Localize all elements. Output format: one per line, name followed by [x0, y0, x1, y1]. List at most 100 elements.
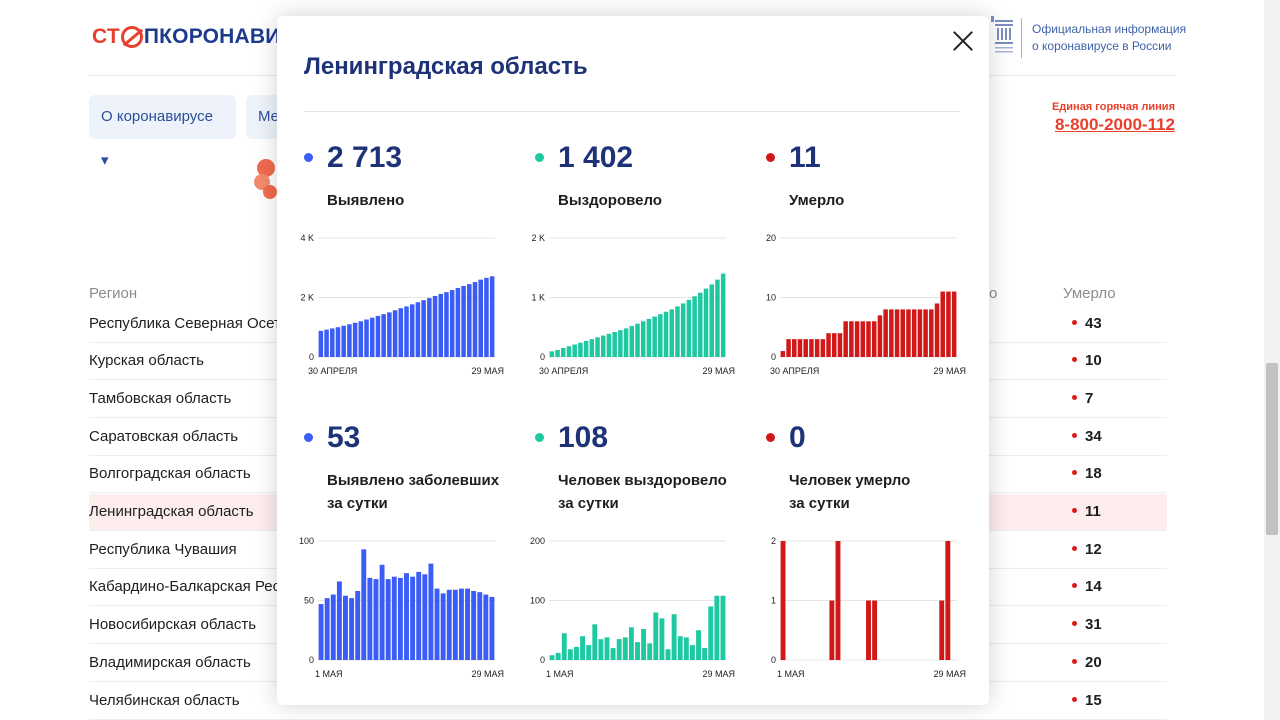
x-end-label: 29 МАЯ — [471, 366, 504, 376]
chart-bar — [703, 288, 709, 357]
chart-bar — [814, 339, 820, 357]
chart-bar — [792, 339, 797, 357]
hotline-number-link[interactable]: 8-800-2000-112 — [1054, 115, 1175, 134]
chart-bar — [616, 639, 622, 660]
chart-svg: 0 100 200 1 МАЯ 29 МАЯ — [530, 536, 735, 679]
chart-bar — [939, 600, 945, 660]
chart-bar — [373, 579, 379, 660]
modal-title: Ленинградская область — [304, 53, 588, 80]
chart-bar — [477, 592, 483, 660]
chart-bar — [606, 333, 612, 357]
chart-bar — [622, 637, 628, 660]
chart-bar — [671, 614, 677, 660]
chart-bar — [686, 299, 692, 357]
chart-bar — [889, 309, 894, 357]
row-dead-count: 18 — [1072, 465, 1102, 482]
chart-bar — [336, 581, 342, 660]
stat-label: Человек выздоровело за сутки — [558, 472, 727, 512]
stat-value: 2 713 — [327, 141, 403, 174]
chart-bar — [409, 304, 415, 357]
chart-bar — [610, 648, 616, 660]
chart-bar — [917, 309, 923, 357]
chart-5: 0 1 2 1 МАЯ 29 МАЯ — [752, 534, 966, 684]
stat-value: 11 — [789, 141, 821, 174]
nav-about-coronavirus[interactable]: О коронавирусе ▾ — [89, 95, 236, 169]
site-logo[interactable]: СТ ПКОРОНАВИ — [92, 25, 281, 49]
chart-svg: 0 2 K 4 K 30 АПРЕЛЯ 29 МАЯ — [300, 233, 504, 376]
chart-bar — [951, 291, 957, 357]
chart-bar — [940, 291, 945, 357]
chart-bar — [797, 339, 803, 357]
logo-text-part2: ПКОРОНАВИ — [143, 25, 281, 48]
chart-bar — [837, 333, 843, 357]
stat-label: Умерло — [789, 192, 845, 209]
table-header-region: Регион — [89, 285, 138, 302]
chart-bar — [324, 329, 329, 357]
close-icon[interactable] — [952, 30, 974, 52]
chart-bar — [361, 549, 367, 660]
chart-bar — [489, 596, 495, 660]
chart-bar — [385, 579, 391, 660]
chart-bar — [392, 310, 398, 357]
x-start-label: 30 АПРЕЛЯ — [770, 366, 819, 376]
x-end-label: 29 МАЯ — [471, 669, 504, 679]
chart-bar — [478, 279, 483, 357]
chart-bar — [780, 351, 786, 357]
row-region-name: Республика Северная Осет — [89, 315, 281, 332]
chart-svg: 0 1 K 2 K 30 АПРЕЛЯ 29 МАЯ — [531, 233, 735, 376]
row-dead-count: 14 — [1072, 578, 1102, 595]
chart-bar — [318, 604, 324, 660]
chart-bar — [831, 333, 837, 357]
stat-label: Выявлено заболевших за сутки — [327, 472, 500, 512]
row-dead-count: 15 — [1072, 692, 1102, 709]
x-start-label: 1 МАЯ — [777, 669, 805, 679]
chart-bar — [635, 642, 640, 660]
chart-bar — [911, 309, 917, 357]
chart-bar — [665, 649, 671, 660]
chart-bar — [934, 303, 940, 357]
chart-svg: 0 50 100 1 МАЯ 29 МАЯ — [299, 536, 504, 679]
chart-bar — [659, 618, 665, 660]
chart-svg: 0 10 20 30 АПРЕЛЯ 29 МАЯ — [766, 233, 966, 376]
chart-bar — [324, 598, 330, 660]
region-modal: Ленинградская область 2 713 Выявлено 1 402… — [277, 16, 989, 705]
chart-bar — [652, 316, 657, 357]
stat-value: 53 — [327, 421, 361, 454]
chart-bar — [680, 303, 686, 357]
chart-bar — [444, 292, 449, 357]
chart-bar — [397, 577, 403, 660]
chart-bar — [555, 652, 561, 660]
hotline-label: Единая горячая линия — [1051, 101, 1175, 113]
chart-bar — [561, 348, 566, 357]
scrollbar-track[interactable] — [1264, 0, 1280, 720]
chart-1: 0 1 K 2 K 30 АПРЕЛЯ 29 МАЯ — [521, 231, 735, 381]
row-region-name: Волгоградская область — [89, 465, 251, 482]
row-region-name: Саратовская область — [89, 428, 239, 445]
chart-bar — [404, 573, 409, 660]
chart-0: 0 2 K 4 K 30 АПРЕЛЯ 29 МАЯ — [290, 231, 504, 381]
y-tick-label: 10 — [766, 293, 776, 303]
chart-bar — [945, 541, 951, 660]
chart-bar — [484, 277, 489, 357]
chart-bar — [946, 291, 951, 357]
chart-bar — [677, 636, 683, 660]
chart-bar — [595, 337, 600, 357]
row-region-name: Владимирская область — [89, 654, 251, 671]
scrollbar-thumb[interactable] — [1266, 363, 1278, 535]
chart-bar — [714, 595, 720, 660]
row-region-name: Кабардино-Балкарская Рес — [89, 578, 281, 595]
gov-text-line2: о коронавирусе в России — [1032, 39, 1172, 53]
chart-bar — [871, 321, 877, 357]
x-start-label: 30 АПРЕЛЯ — [308, 366, 357, 376]
gov-info-link[interactable]: Официальная информация о коронавирусе в … — [1032, 21, 1186, 55]
chart-bar — [826, 333, 831, 357]
chart-bar — [641, 629, 647, 660]
chart-bar — [866, 321, 871, 357]
chart-bar — [489, 276, 495, 357]
y-tick-label: 20 — [766, 233, 776, 243]
chart-bar — [364, 319, 369, 357]
chart-bar — [663, 311, 669, 357]
chart-bar — [854, 321, 860, 357]
chart-bar — [458, 588, 464, 660]
y-tick-label: 0 — [540, 352, 545, 362]
